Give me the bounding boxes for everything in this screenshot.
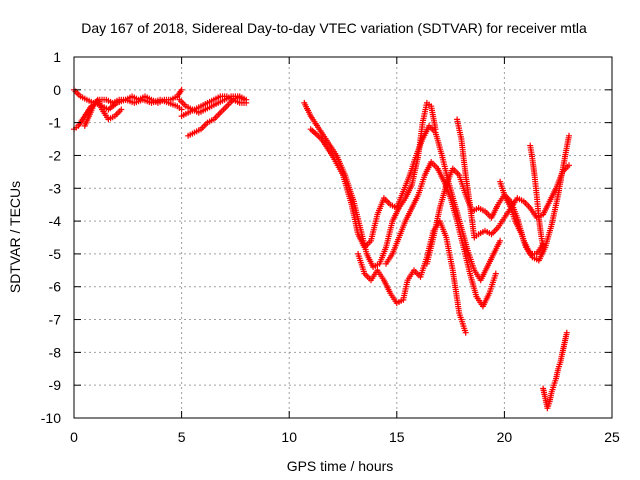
x-tick-label: 20	[497, 429, 513, 445]
data-point	[492, 270, 499, 277]
x-axis-label: GPS time / hours	[287, 458, 394, 474]
x-tick-label: 15	[389, 429, 405, 445]
data-point	[178, 106, 185, 113]
x-tick-label: 5	[178, 429, 186, 445]
y-axis-label: SDTVAR / TECUs	[7, 181, 23, 293]
x-tick-label: 10	[281, 429, 297, 445]
data-point	[178, 86, 185, 93]
series-track-l	[454, 116, 572, 241]
y-tick-label: -10	[41, 410, 61, 426]
data-point	[566, 162, 572, 169]
data-point	[243, 96, 250, 103]
data-point	[563, 329, 570, 336]
series-track-f	[185, 93, 250, 139]
data-point	[118, 106, 125, 113]
y-tick-label: 0	[53, 82, 61, 98]
y-tick-label: -6	[49, 279, 62, 295]
y-tick-label: -2	[49, 147, 62, 163]
series-track-n	[527, 142, 547, 251]
points-layer	[71, 86, 572, 412]
data-point	[497, 237, 504, 244]
y-tick-label: 1	[53, 49, 61, 65]
plot-frame	[73, 56, 613, 419]
y-tick-label: -5	[49, 246, 62, 262]
series-track-j	[383, 159, 499, 310]
y-tick-label: -8	[49, 344, 62, 360]
y-tick-label: -1	[49, 115, 62, 131]
series-track-m	[497, 132, 572, 264]
x-tick-label: 25	[604, 429, 620, 445]
series-track-o	[540, 329, 570, 412]
data-point	[540, 244, 547, 251]
y-tick-label: -9	[49, 377, 62, 393]
y-tick-label: -7	[49, 312, 62, 328]
data-point	[566, 132, 572, 139]
y-tick-label: -3	[49, 180, 62, 196]
x-tick-label: 0	[70, 429, 78, 445]
series-track-c	[81, 96, 125, 129]
y-tick-label: -4	[49, 213, 62, 229]
ticks-layer	[73, 56, 613, 419]
data-point	[462, 329, 469, 336]
chart-title: Day 167 of 2018, Sidereal Day-to-day VTE…	[81, 20, 587, 36]
